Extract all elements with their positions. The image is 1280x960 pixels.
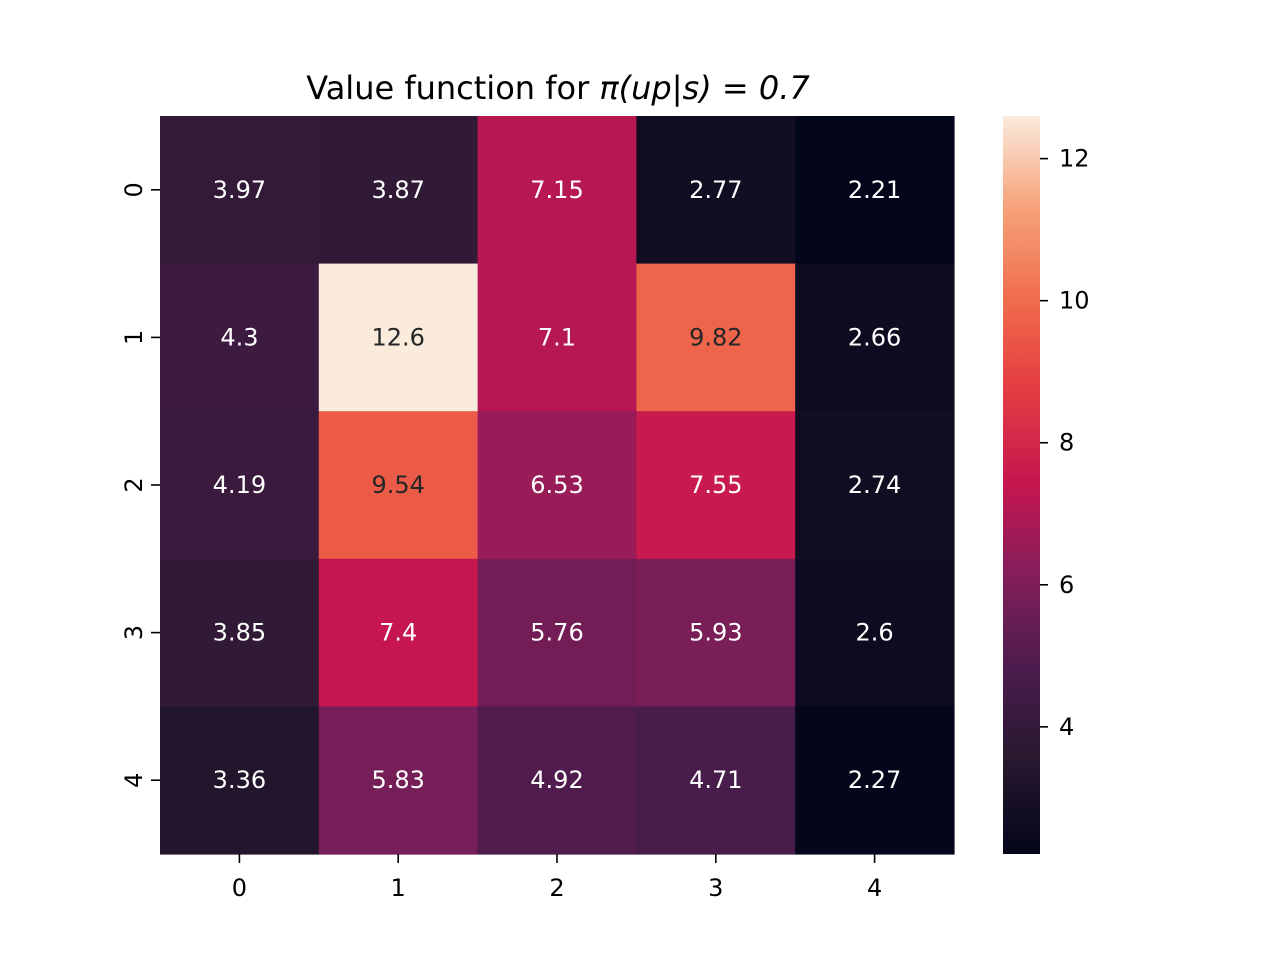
colorbar-tick-label-4: 12 [1059, 145, 1090, 173]
chart-title: Value function for π(up|s) = 0.7 [306, 69, 810, 107]
heatmap-cell-0-1 [318, 116, 479, 265]
cell-label-4-1: 5.83 [371, 766, 424, 794]
heatmap-cell-2-2 [477, 411, 637, 560]
x-axis: 0 1 2 3 4 [232, 854, 882, 902]
cell-label-1-1: 12.6 [371, 323, 424, 351]
heatmap-cell-0-4 [795, 116, 955, 265]
cell-label-3-0: 3.85 [213, 619, 266, 647]
cell-label-2-1: 9.54 [371, 471, 424, 499]
cell-label-3-2: 5.76 [530, 619, 583, 647]
cell-label-3-1: 7.4 [379, 619, 417, 647]
cell-label-4-3: 4.71 [689, 766, 742, 794]
heatmap-cell-1-4 [795, 263, 955, 412]
cell-label-1-0: 4.3 [220, 323, 258, 351]
y-tick-label-3: 3 [120, 625, 148, 640]
heatmap-cell-0-3 [636, 116, 796, 265]
cell-label-0-1: 3.87 [371, 176, 424, 204]
cell-label-1-4: 2.66 [848, 323, 901, 351]
chart-title-math: π(up|s) = 0.7 [599, 69, 810, 107]
heatmap-cell-1-1 [318, 263, 479, 412]
colorbar-tick-label-2: 8 [1059, 429, 1074, 457]
cell-label-2-2: 6.53 [530, 471, 583, 499]
heatmap-cell-4-4 [795, 706, 955, 855]
heatmap-cell-2-3 [636, 411, 796, 560]
cell-label-4-0: 3.36 [213, 766, 266, 794]
colorbar-tick-label-0: 4 [1059, 713, 1074, 741]
cell-label-1-2: 7.1 [538, 323, 576, 351]
cell-label-3-4: 2.6 [856, 619, 894, 647]
heatmap-cell-0-2 [477, 116, 637, 265]
heatmap-cell-2-1 [318, 411, 479, 560]
x-tick-label-3: 3 [708, 874, 723, 902]
y-axis: 0 1 2 3 4 [120, 182, 160, 788]
heatmap-cell-1-2 [477, 263, 637, 412]
cell-label-4-2: 4.92 [530, 766, 583, 794]
colorbar-tick-label-3: 10 [1059, 287, 1090, 315]
cell-label-2-4: 2.74 [848, 471, 901, 499]
heatmap-cell-4-2 [477, 706, 637, 855]
heatmap-cell-1-0 [160, 263, 320, 412]
y-tick-label-2: 2 [120, 477, 148, 492]
heatmap-cell-3-1 [318, 558, 479, 707]
colorbar [1003, 116, 1040, 854]
heatmap-cell-3-3 [636, 558, 796, 707]
x-tick-label-4: 4 [867, 874, 882, 902]
cell-label-4-4: 2.27 [848, 766, 901, 794]
cell-label-0-2: 7.15 [530, 176, 583, 204]
y-tick-label-4: 4 [120, 773, 148, 788]
heatmap-cell-3-0 [160, 558, 320, 707]
chart-title-main: Value function for [306, 69, 599, 107]
heatmap-cell-4-0 [160, 706, 320, 855]
x-tick-label-0: 0 [232, 874, 247, 902]
heatmap-cell-3-2 [477, 558, 637, 707]
heatmap-cell-1-3 [636, 263, 796, 412]
y-tick-label-1: 1 [120, 330, 148, 345]
x-tick-label-2: 2 [549, 874, 564, 902]
colorbar-ticks: 4 6 8 10 12 [1040, 145, 1090, 741]
cell-label-0-0: 3.97 [213, 176, 266, 204]
y-tick-label-0: 0 [120, 182, 148, 197]
cell-label-0-3: 2.77 [689, 176, 742, 204]
heatmap-cell-2-0 [160, 411, 320, 560]
cell-label-3-3: 5.93 [689, 619, 742, 647]
heatmap-cells: 3.97 3.87 7.15 2.77 2.21 4.3 12.6 7.1 9.82 2.66 4.… [160, 116, 955, 855]
heatmap-cell-2-4 [795, 411, 955, 560]
cell-label-1-3: 9.82 [689, 323, 742, 351]
heatmap-cell-4-1 [318, 706, 479, 855]
heatmap-cell-4-3 [636, 706, 796, 855]
colorbar-tick-label-1: 6 [1059, 571, 1074, 599]
cell-label-0-4: 2.21 [848, 176, 901, 204]
cell-label-2-0: 4.19 [213, 471, 266, 499]
heatmap-cell-0-0 [160, 116, 320, 265]
x-tick-label-1: 1 [391, 874, 406, 902]
heatmap-cell-3-4 [795, 558, 955, 707]
cell-label-2-3: 7.55 [689, 471, 742, 499]
colorbar-gradient [1003, 116, 1040, 854]
